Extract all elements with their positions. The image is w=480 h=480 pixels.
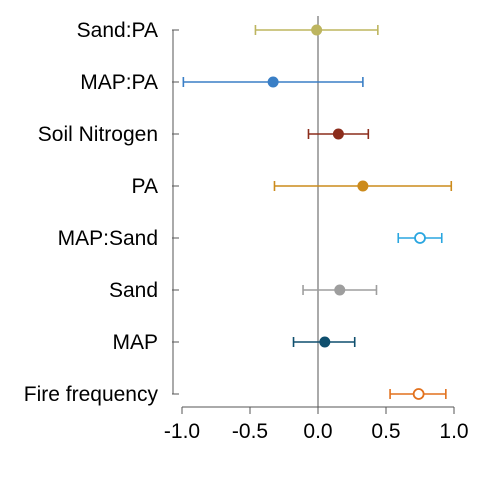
point-estimate [412,388,425,400]
x-tick-labels: -1.0 -0.5 0.0 0.5 1.0 [164,420,469,443]
point-estimate [414,232,426,244]
category-label: Fire frequency [24,383,159,406]
x-tick-label: 0.0 [303,420,332,443]
point-estimate [357,180,369,192]
category-label: PA [132,175,158,198]
points-layer [267,24,426,400]
category-label: MAP [112,331,158,354]
category-label: Sand:PA [77,19,158,42]
x-tick-label: 1.0 [439,420,468,443]
error-bars-layer [182,25,453,399]
x-tick-label: -0.5 [232,420,268,443]
point-estimate [267,76,279,88]
category-label: Sand [109,279,158,302]
x-tick-label: -1.0 [164,420,200,443]
x-tick-label: 0.5 [371,420,400,443]
category-label: MAP:Sand [58,227,158,250]
category-label: Soil Nitrogen [38,123,158,146]
point-estimate [311,24,323,36]
point-estimate [319,336,331,348]
axes [172,29,455,414]
point-estimate [332,128,344,140]
category-labels: Sand:PA MAP:PA Soil Nitrogen PA MAP:Sand Sand… [24,19,159,406]
point-estimate [334,284,346,296]
category-label: MAP:PA [80,71,158,94]
